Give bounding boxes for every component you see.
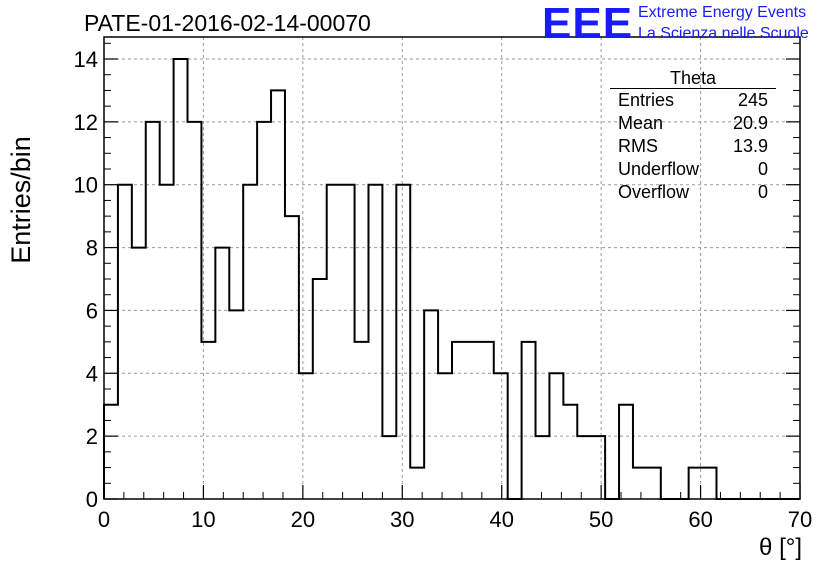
histogram-bin [132,248,146,499]
histogram-bin [396,185,410,499]
histogram-bin [271,90,285,499]
eee-logo: EEE [542,0,634,48]
x-tick-label: 50 [589,507,613,532]
histogram-bin [257,122,271,499]
histogram-bin [355,342,369,499]
x-tick-label: 40 [489,507,513,532]
histogram-bin [229,310,243,499]
histogram-bin [341,185,355,499]
stats-row-underflow: Underflow 0 [610,158,776,181]
x-tick-label: 10 [191,507,215,532]
histogram-bin [160,185,174,499]
x-tick-label: 60 [688,507,712,532]
histogram-bin [619,405,633,499]
histogram-bin [703,468,717,499]
stats-label: Entries [618,90,675,110]
y-axis-label: Entries/bin [6,136,36,264]
histogram-bin [188,122,202,499]
stats-value: 0 [757,182,768,202]
histogram-bin [577,436,591,499]
x-tick-labels: 0 10 20 30 40 50 60 70 [98,507,812,532]
y-tick-label: 0 [86,487,98,512]
y-tick-label: 4 [86,361,98,386]
histogram-steps [103,58,800,500]
x-tick-label: 70 [788,507,812,532]
plot-frame [103,36,801,500]
histogram-bin [438,373,452,499]
stats-value: 245 [737,90,768,110]
histogram-bin [174,59,188,499]
stats-value: 20.9 [732,113,768,133]
histogram-bin [647,468,661,499]
histogram-bin [299,373,313,499]
histogram-bin [591,436,605,499]
histogram-bin [146,122,160,499]
y-tick-label: 2 [86,424,98,449]
histogram-bin [536,436,550,499]
histogram-bin [452,342,466,499]
logo-line-2: La Scienza nelle Scuole [638,25,809,42]
histogram-bin [313,279,327,499]
chart-title: PATE-01-2016-02-14-00070 [84,10,371,36]
stats-box: Theta Entries 245 Mean 20.9 RMS 13.9 Und… [610,68,776,204]
histogram-bin [243,185,257,499]
stats-row-entries: Entries 245 [610,89,776,112]
histogram-bin [118,185,132,499]
histogram-bin [368,185,382,499]
stats-row-overflow: Overflow 0 [610,181,776,204]
histogram-bin [466,342,480,499]
stats-label: Overflow [618,182,690,202]
histogram-bin [215,248,229,499]
stats-title: Theta [610,68,776,89]
stats-label: Mean [618,113,664,133]
y-tick-label: 6 [86,298,98,323]
histogram-bin [285,216,299,499]
histogram-bin [633,468,647,499]
y-tick-label: 8 [86,236,98,261]
y-tick-label: 10 [74,173,98,198]
y-tick-label: 14 [74,47,98,72]
histogram-bin [549,373,563,499]
histogram-outline [103,58,800,500]
x-tick-label: 0 [98,507,110,532]
x-tick-label: 30 [390,507,414,532]
histogram-bin [522,342,536,499]
histogram-bin [494,373,508,499]
stats-label: RMS [618,136,658,156]
stats-row-mean: Mean 20.9 [610,112,776,135]
y-tick-labels: 0 2 4 6 8 10 12 14 [74,47,98,512]
histogram-bin [424,310,438,499]
stats-value: 0 [757,159,768,179]
histogram-bin [201,342,215,499]
histogram-bin [382,436,396,499]
histogram-bin [563,405,577,499]
histogram-bin [480,342,494,499]
x-axis-label: θ [°] [759,534,802,561]
axis-ticks [103,42,801,500]
logo-line-1: Extreme Energy Events [638,4,807,21]
stats-value: 13.9 [732,136,768,156]
stats-row-rms: RMS 13.9 [610,135,776,158]
x-tick-label: 20 [291,507,315,532]
y-tick-label: 12 [74,110,98,135]
histogram-bin [327,185,341,499]
stats-label: Underflow [618,159,700,179]
